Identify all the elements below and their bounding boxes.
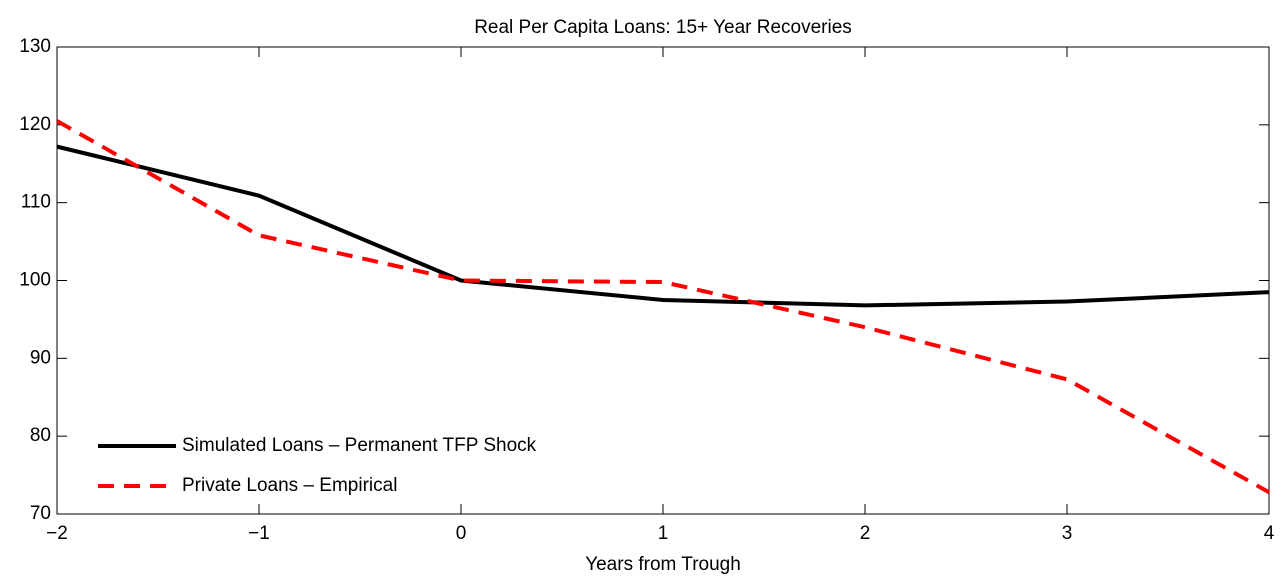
y-tick-label: 70 (30, 503, 51, 524)
y-tick-label: 90 (30, 347, 51, 368)
series-line (56, 144, 1270, 308)
x-tick-label: 1 (658, 523, 669, 544)
chart-title: Real Per Capita Loans: 15+ Year Recoveri… (474, 17, 852, 38)
x-tick-label: −2 (46, 523, 68, 544)
x-tick-label: 4 (1264, 523, 1275, 544)
x-tick-label: 2 (860, 523, 871, 544)
y-tick-label: 130 (19, 36, 51, 57)
x-tick-label: −1 (248, 523, 270, 544)
legend-label: Simulated Loans – Permanent TFP Shock (182, 435, 537, 456)
legend-label: Private Loans – Empirical (182, 475, 397, 496)
x-tick-label: 0 (456, 523, 467, 544)
y-tick-label: 110 (21, 192, 51, 213)
y-tick-label: 120 (19, 114, 51, 135)
x-tick-label: 3 (1062, 523, 1073, 544)
x-axis-label: Years from Trough (585, 554, 741, 575)
y-tick-label: 100 (19, 270, 51, 291)
y-tick-label: 80 (30, 425, 51, 446)
